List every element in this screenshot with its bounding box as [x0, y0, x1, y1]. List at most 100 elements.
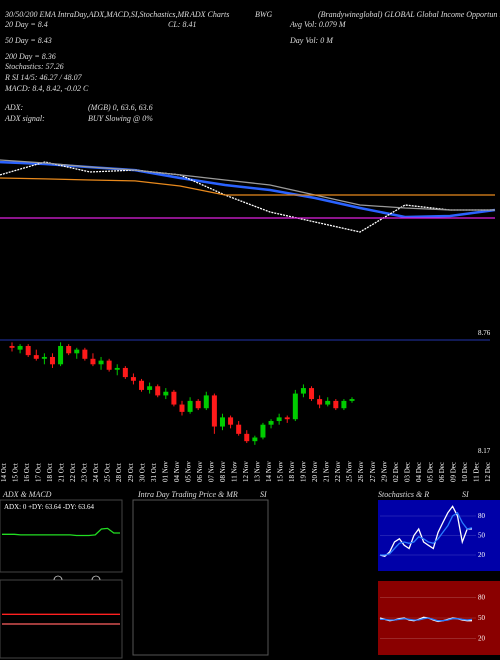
candle-body: [228, 417, 234, 425]
panel-title: ADX & MACD: [2, 490, 52, 499]
x-tick-label: 01 Nov: [161, 461, 169, 482]
x-tick-label: 15 Nov: [277, 461, 285, 482]
panel-title: SI: [260, 490, 267, 499]
candle-body: [114, 367, 120, 370]
x-tick-label: 05 Dec: [426, 462, 434, 482]
x-tick-label: 29 Nov: [380, 461, 388, 482]
adx-signal-label: ADX signal:: [4, 114, 45, 123]
x-tick-label: 04 Nov: [173, 461, 181, 482]
y-tick-label: 50: [478, 532, 486, 540]
panel-title: Stochastics & R: [378, 490, 429, 499]
x-tick-label: 21 Nov: [323, 461, 331, 482]
candle-body: [41, 356, 47, 359]
candle-body: [90, 358, 96, 365]
candle-body: [179, 404, 185, 412]
candle-body: [195, 400, 201, 409]
adx-value: (MGB) 0, 63.6, 63.6: [88, 103, 153, 112]
x-tick-label: 21 Oct: [58, 463, 66, 482]
ema50: 50 Day = 8.43: [5, 36, 52, 45]
x-tick-label: 20 Nov: [311, 461, 319, 482]
series-line: [0, 161, 495, 233]
x-tick-label: 22 Nov: [334, 461, 342, 482]
candle-body: [139, 380, 145, 390]
y-tick-label: 80: [478, 512, 486, 520]
y-tick-label: 50: [478, 614, 486, 622]
candle-body: [49, 356, 55, 365]
candle-body: [9, 345, 15, 348]
candle-body: [236, 424, 242, 434]
x-tick-label: 03 Dec: [403, 462, 411, 482]
x-tick-label: 18 Oct: [46, 463, 54, 482]
series-line: [379, 505, 472, 558]
x-tick-label: 29 Oct: [127, 463, 135, 482]
candle-body: [333, 400, 339, 409]
series-line: [0, 159, 495, 211]
candle-body: [106, 360, 112, 370]
x-tick-label: 14 Nov: [265, 461, 273, 482]
x-tick-label: 12 Nov: [242, 461, 250, 482]
ema20: 20 Day = 8.4: [5, 20, 48, 29]
adx-values: ADX: 0 +DY: 63.64 -DY: 63.64: [4, 503, 94, 511]
x-tick-label: 12 Dec: [484, 462, 492, 482]
x-tick-label: 02 Dec: [392, 462, 400, 482]
candle-body: [317, 399, 323, 405]
x-tick-label: 15 Oct: [12, 463, 20, 482]
x-tick-label: 06 Nov: [196, 461, 204, 482]
candle-body: [147, 386, 153, 390]
x-tick-label: 06 Dec: [438, 462, 446, 482]
candle-body: [66, 345, 72, 354]
x-tick-label: 24 Oct: [92, 463, 100, 482]
x-tick-label: 17 Oct: [35, 463, 43, 482]
adx-panel: [0, 499, 123, 573]
candle-body: [155, 386, 161, 396]
x-tick-label: 25 Nov: [346, 461, 354, 482]
y-tick-label: 20: [478, 551, 486, 559]
x-tick-label: 19 Nov: [300, 461, 308, 482]
candle-body: [171, 391, 177, 405]
x-tick-label: 28 Oct: [115, 463, 123, 482]
x-tick-label: 31 Oct: [150, 463, 158, 482]
adx-label: ADX:: [4, 103, 24, 112]
stochastics: Stochastics: 57.26: [5, 62, 64, 71]
candle-body: [268, 421, 274, 425]
candle-body: [284, 417, 290, 420]
x-tick-label: 05 Nov: [184, 461, 192, 482]
candle-body: [98, 360, 104, 365]
series-line: [380, 617, 473, 622]
y-tick-label: 80: [478, 594, 486, 602]
x-tick-label: 10 Dec: [461, 462, 469, 482]
series-line: [380, 511, 473, 556]
candle-body: [187, 400, 193, 412]
candle-body: [252, 437, 258, 442]
x-tick-label: 11 Dec: [472, 462, 480, 482]
day-vol: Day Vol: 0 M: [289, 36, 334, 45]
x-tick-label: 18 Nov: [288, 461, 296, 482]
y-tick-label: 20: [478, 634, 486, 642]
panel-title: SI: [462, 490, 469, 499]
x-tick-label: 22 Oct: [69, 463, 77, 482]
ema200: 200 Day = 8.36: [5, 52, 56, 61]
candle-body: [341, 400, 347, 409]
studies: 30/50/200 EMA IntraDay,ADX,MACD,SI,Stoch…: [4, 10, 189, 19]
close: CL: 8.41: [168, 20, 196, 29]
symbol: BWG: [255, 10, 273, 19]
x-tick-label: 08 Nov: [219, 461, 227, 482]
y-tick-label: 8.17: [478, 447, 491, 455]
intraday-panel: [132, 499, 269, 656]
candle-body: [325, 400, 331, 405]
x-tick-label: 09 Dec: [449, 462, 457, 482]
candle-body: [163, 391, 169, 396]
macd: MACD: 8.4, 8.42, -0.02 C: [4, 84, 89, 93]
x-tick-label: 23 Oct: [81, 463, 89, 482]
x-tick-label: 14 Oct: [0, 463, 8, 482]
marker: [53, 575, 101, 581]
x-tick-label: 25 Oct: [104, 463, 112, 482]
series-line: [2, 527, 120, 537]
candle-body: [219, 417, 225, 427]
candle-body: [244, 433, 250, 442]
y-tick-label: 8.76: [478, 329, 491, 337]
candle-body: [82, 349, 88, 359]
x-tick-label: 26 Nov: [357, 461, 365, 482]
